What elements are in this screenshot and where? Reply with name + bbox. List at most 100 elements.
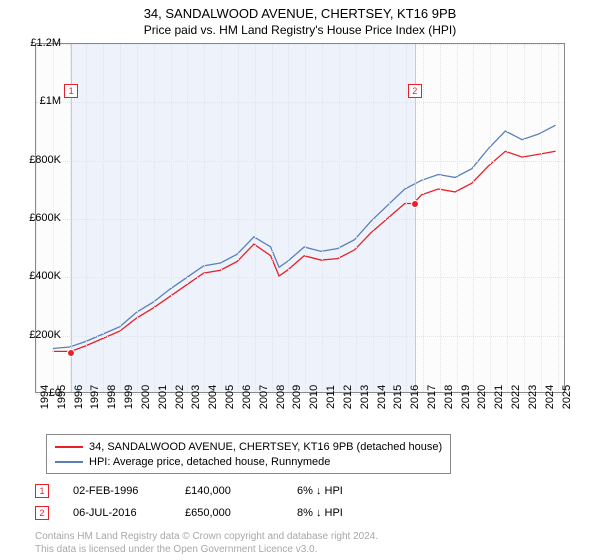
- x-axis-label: 2002: [174, 385, 186, 409]
- gridline-v: [440, 44, 441, 392]
- y-axis-label: £1M: [40, 95, 61, 107]
- y-axis-label: £200K: [29, 329, 61, 341]
- annotation-number-box: 1: [35, 484, 49, 498]
- gridline-v: [305, 44, 306, 392]
- price-marker-box: 1: [64, 84, 78, 98]
- x-axis-label: 2018: [443, 385, 455, 409]
- gridline-v: [356, 44, 357, 392]
- x-axis-label: 2022: [510, 385, 522, 409]
- gridline-v: [137, 44, 138, 392]
- gridline-v: [507, 44, 508, 392]
- x-axis-label: 2008: [275, 385, 287, 409]
- price-marker-box: 2: [408, 84, 422, 98]
- annotation-legend: 1 02-FEB-1996 £140,000 6% ↓ HPI 2 06-JUL…: [35, 480, 565, 524]
- annotation-row: 2 06-JUL-2016 £650,000 8% ↓ HPI: [35, 502, 565, 524]
- annotation-date: 06-JUL-2016: [73, 507, 161, 519]
- x-axis-label: 1996: [73, 385, 85, 409]
- legend-row: HPI: Average price, detached house, Runn…: [55, 454, 442, 469]
- annotation-price: £140,000: [185, 485, 273, 497]
- x-axis-label: 2024: [544, 385, 556, 409]
- x-axis-label: 2019: [460, 385, 472, 409]
- price-marker-dot: [67, 349, 75, 357]
- legend-swatch: [55, 461, 83, 463]
- plot-area: 12: [35, 43, 565, 393]
- highlight-band: [71, 44, 415, 392]
- gridline-v: [457, 44, 458, 392]
- annotation-number-box: 2: [35, 506, 49, 520]
- gridline-v: [423, 44, 424, 392]
- gridline-v: [154, 44, 155, 392]
- gridline-v: [86, 44, 87, 392]
- x-axis-label: 1998: [106, 385, 118, 409]
- x-axis-label: 2005: [224, 385, 236, 409]
- chart-area: 12 £0£200K£400K£600K£800K£1M£1.2M1994199…: [35, 43, 595, 423]
- annotation-date: 02-FEB-1996: [73, 485, 161, 497]
- gridline-v: [524, 44, 525, 392]
- legend-label: 34, SANDALWOOD AVENUE, CHERTSEY, KT16 9P…: [89, 441, 442, 453]
- x-axis-label: 2006: [241, 385, 253, 409]
- gridline-v: [103, 44, 104, 392]
- legend-row: 34, SANDALWOOD AVENUE, CHERTSEY, KT16 9P…: [55, 439, 442, 454]
- title-address: 34, SANDALWOOD AVENUE, CHERTSEY, KT16 9P…: [0, 6, 600, 21]
- gridline-h: [36, 161, 564, 162]
- gridline-v: [558, 44, 559, 392]
- x-axis-label: 2003: [190, 385, 202, 409]
- x-axis-label: 2007: [258, 385, 270, 409]
- gridline-v: [373, 44, 374, 392]
- x-axis-label: 2023: [527, 385, 539, 409]
- footer-line1: Contains HM Land Registry data © Crown c…: [35, 530, 378, 543]
- gridline-h: [36, 102, 564, 103]
- gridline-v: [204, 44, 205, 392]
- x-axis-label: 2015: [392, 385, 404, 409]
- x-axis-label: 2001: [157, 385, 169, 409]
- x-axis-label: 2016: [409, 385, 421, 409]
- x-axis-label: 2020: [476, 385, 488, 409]
- x-axis-label: 2010: [308, 385, 320, 409]
- x-axis-label: 2021: [493, 385, 505, 409]
- price-marker-dot: [411, 200, 419, 208]
- chart-container: 34, SANDALWOOD AVENUE, CHERTSEY, KT16 9P…: [0, 0, 600, 560]
- footer-line2: This data is licensed under the Open Gov…: [35, 543, 378, 556]
- gridline-v: [473, 44, 474, 392]
- gridline-v: [171, 44, 172, 392]
- x-axis-label: 2013: [359, 385, 371, 409]
- gridline-v: [238, 44, 239, 392]
- x-axis-label: 2025: [561, 385, 573, 409]
- gridline-v: [490, 44, 491, 392]
- x-axis-label: 2012: [342, 385, 354, 409]
- legend-label: HPI: Average price, detached house, Runn…: [89, 456, 330, 468]
- gridline-h: [36, 336, 564, 337]
- gridline-v: [255, 44, 256, 392]
- title-subtitle: Price paid vs. HM Land Registry's House …: [0, 23, 600, 37]
- y-axis-label: £800K: [29, 154, 61, 166]
- x-axis-label: 1997: [89, 385, 101, 409]
- y-axis-label: £400K: [29, 270, 61, 282]
- gridline-v: [288, 44, 289, 392]
- gridline-v: [120, 44, 121, 392]
- gridline-h: [36, 44, 564, 45]
- x-axis-label: 2009: [291, 385, 303, 409]
- y-axis-label: £600K: [29, 212, 61, 224]
- gridline-v: [541, 44, 542, 392]
- gridline-v: [322, 44, 323, 392]
- title-area: 34, SANDALWOOD AVENUE, CHERTSEY, KT16 9P…: [0, 0, 600, 39]
- x-axis-label: 2017: [426, 385, 438, 409]
- x-axis-label: 1995: [56, 385, 68, 409]
- gridline-h: [36, 277, 564, 278]
- gridline-v: [221, 44, 222, 392]
- gridline-v: [339, 44, 340, 392]
- annotation-delta: 8% ↓ HPI: [297, 507, 385, 519]
- gridline-h: [36, 219, 564, 220]
- x-axis-label: 2011: [325, 385, 337, 409]
- x-axis-label: 1994: [39, 385, 51, 409]
- y-axis-label: £1.2M: [30, 37, 61, 49]
- x-axis-label: 2014: [376, 385, 388, 409]
- annotation-delta: 6% ↓ HPI: [297, 485, 385, 497]
- annotation-price: £650,000: [185, 507, 273, 519]
- x-axis-label: 2000: [140, 385, 152, 409]
- gridline-v: [272, 44, 273, 392]
- series-legend: 34, SANDALWOOD AVENUE, CHERTSEY, KT16 9P…: [46, 434, 451, 474]
- x-axis-label: 1999: [123, 385, 135, 409]
- gridline-v: [389, 44, 390, 392]
- gridline-v: [187, 44, 188, 392]
